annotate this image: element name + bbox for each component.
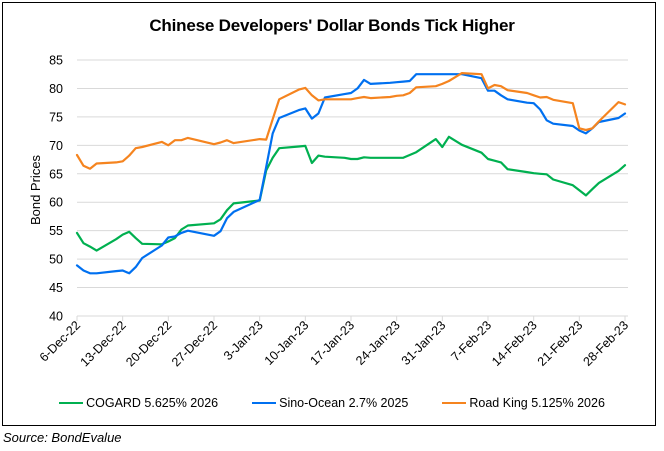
chart-frame [2, 2, 656, 426]
y-tick-label: 40 [49, 310, 63, 324]
series-line [75, 135, 627, 252]
x-tick-label: 20-Dec-22 [123, 318, 174, 369]
legend-swatch [252, 401, 277, 405]
legend-swatch [59, 401, 84, 405]
y-tick-label: 70 [49, 139, 63, 153]
y-axis-ticks: 40 45 50 55 60 65 70 75 80 85 [49, 54, 63, 324]
legend-swatch [442, 401, 467, 405]
y-tick-label: 50 [49, 253, 63, 267]
x-tick-label: 13-Dec-22 [78, 318, 129, 369]
x-tick-label: 3-Jan-23 [221, 318, 266, 363]
x-tick-label: 14-Feb-23 [489, 318, 540, 369]
legend-item: Sino-Ocean 2.7% 2025 [252, 396, 408, 410]
y-tick-label: 85 [49, 54, 63, 68]
x-tick-label: 7-Feb-23 [448, 318, 494, 364]
legend-label: Road King 5.125% 2026 [469, 396, 605, 410]
x-tick-label: 27-Dec-22 [169, 318, 220, 369]
chart-title: Chinese Developers' Dollar Bonds Tick Hi… [149, 16, 515, 35]
x-tick-label: 6-Dec-22 [37, 318, 83, 364]
x-tick-label: 17-Jan-23 [307, 318, 357, 368]
legend-item: COGARD 5.625% 2026 [59, 396, 218, 410]
legend-label: COGARD 5.625% 2026 [86, 396, 219, 410]
legend: COGARD 5.625% 2026 Sino-Ocean 2.7% 2025 Ro… [0, 396, 664, 410]
y-axis-title: Bond Prices [28, 154, 43, 225]
y-tick-label: 75 [49, 110, 63, 124]
y-tick-label: 60 [49, 196, 63, 210]
series-1 [75, 73, 627, 275]
gridlines [77, 59, 628, 317]
legend-item: Road King 5.125% 2026 [442, 396, 605, 410]
source-note: Source: BondEvalue [3, 430, 122, 445]
y-tick-label: 55 [49, 224, 63, 238]
x-tick-label: 24-Jan-23 [353, 318, 403, 368]
x-tick-label: 21-Feb-23 [535, 318, 586, 369]
x-tick-label: 31-Jan-23 [399, 318, 449, 368]
series-lines [75, 71, 627, 275]
series-2 [75, 71, 627, 170]
x-tick-label: 28-Feb-23 [580, 318, 631, 369]
y-tick-label: 45 [49, 281, 63, 295]
series-line [75, 71, 627, 170]
series-0 [75, 135, 627, 252]
legend-label: Sino-Ocean 2.7% 2025 [279, 396, 409, 410]
x-tick-label: 10-Jan-23 [262, 318, 312, 368]
y-tick-label: 80 [49, 82, 63, 96]
y-tick-label: 65 [49, 167, 63, 181]
